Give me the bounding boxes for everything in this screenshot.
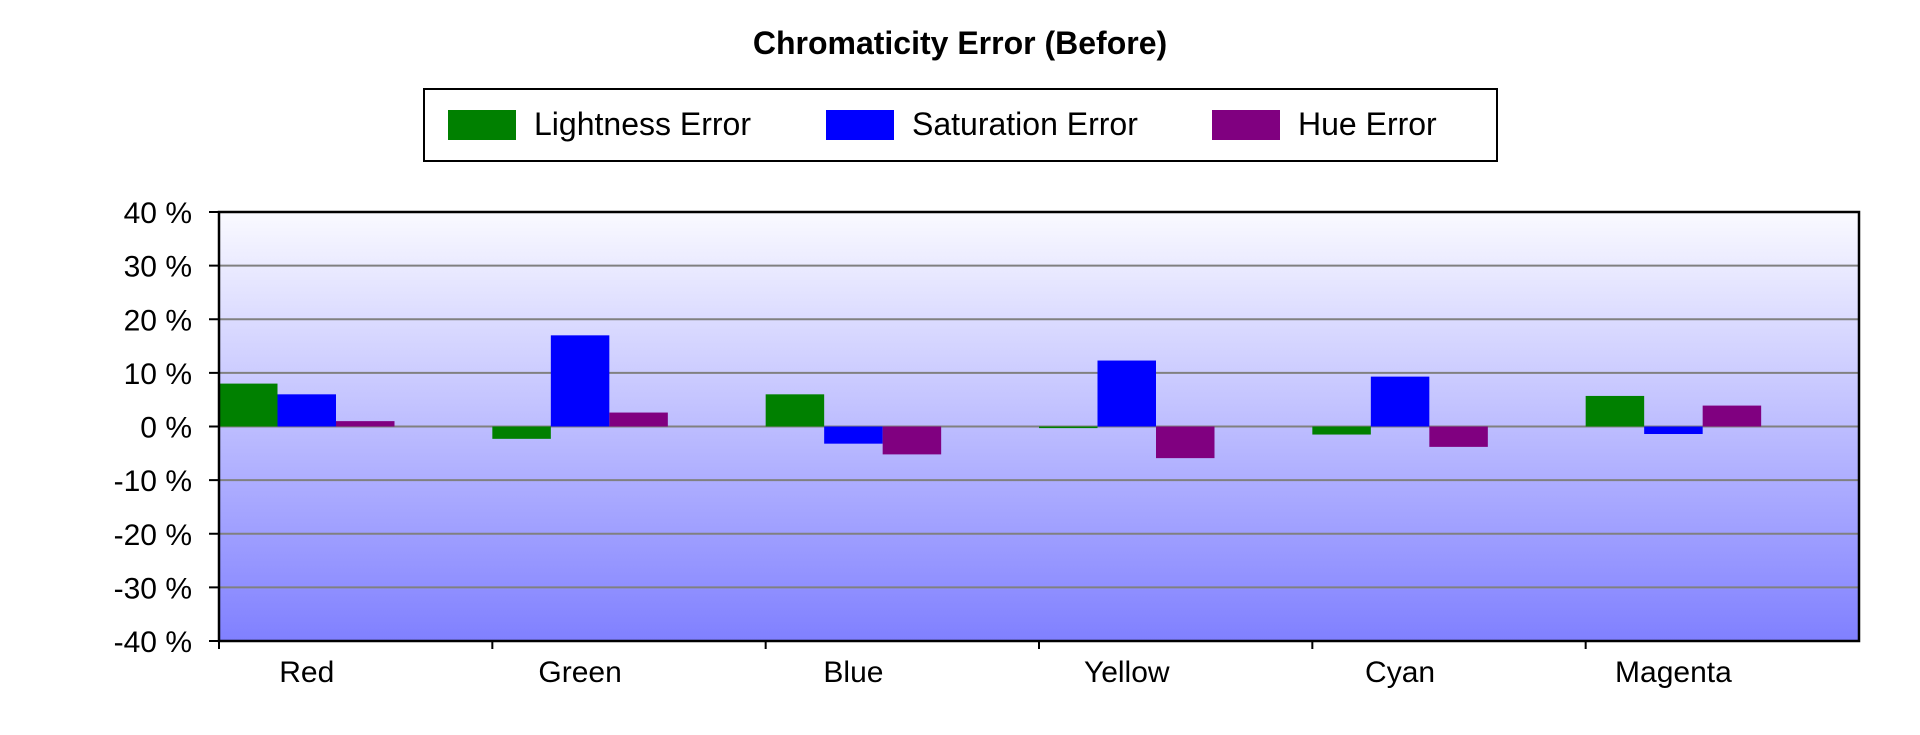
y-tick-label: -30 % bbox=[114, 572, 192, 605]
legend-label: Lightness Error bbox=[534, 106, 751, 142]
bar bbox=[1370, 376, 1430, 427]
x-category-label: Blue bbox=[823, 656, 883, 689]
bar bbox=[1039, 426, 1098, 429]
x-category-label: Cyan bbox=[1365, 656, 1435, 689]
bar bbox=[1429, 426, 1488, 447]
bar bbox=[492, 426, 551, 439]
bar bbox=[336, 421, 395, 427]
legend-swatch bbox=[1212, 110, 1280, 140]
y-tick-label: 40 % bbox=[124, 197, 192, 230]
x-axis-labels: Red Green Blue Yellow Cyan Magenta bbox=[218, 641, 1732, 689]
x-category-label: Green bbox=[538, 656, 621, 689]
y-tick-label: -10 % bbox=[114, 465, 192, 498]
bar bbox=[824, 426, 883, 444]
bar bbox=[1644, 426, 1703, 435]
bar bbox=[765, 394, 825, 427]
legend-box bbox=[423, 88, 1498, 162]
y-tick-label: 20 % bbox=[124, 304, 192, 337]
y-tick-label: -20 % bbox=[114, 519, 192, 552]
bar bbox=[1156, 426, 1215, 459]
bar bbox=[1585, 395, 1645, 427]
bar bbox=[882, 426, 942, 455]
bar bbox=[550, 335, 610, 427]
y-tick-label: 0 % bbox=[140, 412, 192, 445]
chart-title: Chromaticity Error (Before) bbox=[753, 25, 1167, 61]
x-category-label: Yellow bbox=[1084, 656, 1170, 689]
bar bbox=[277, 394, 336, 427]
legend-label: Saturation Error bbox=[912, 106, 1138, 142]
bar bbox=[219, 383, 278, 427]
bars bbox=[219, 335, 1762, 459]
y-axis-ticks: -40 % -30 % -20 % -10 % 0 % 10 % 20 % 30 % 40 % bbox=[114, 197, 219, 659]
bar bbox=[1097, 360, 1156, 427]
legend: Lightness Error Saturation Error Hue Error bbox=[423, 88, 1498, 162]
legend-swatch bbox=[448, 110, 516, 140]
y-tick-label: 30 % bbox=[124, 251, 192, 284]
y-tick-label: -40 % bbox=[114, 626, 192, 659]
plot-border bbox=[217, 210, 1861, 643]
bar bbox=[1702, 405, 1762, 427]
x-category-label: Magenta bbox=[1615, 656, 1732, 689]
bar bbox=[609, 412, 668, 427]
x-category-label: Red bbox=[279, 656, 334, 689]
legend-swatch bbox=[826, 110, 894, 140]
y-tick-label: 10 % bbox=[124, 358, 192, 391]
legend-label: Hue Error bbox=[1298, 106, 1437, 142]
bar bbox=[1312, 426, 1371, 435]
